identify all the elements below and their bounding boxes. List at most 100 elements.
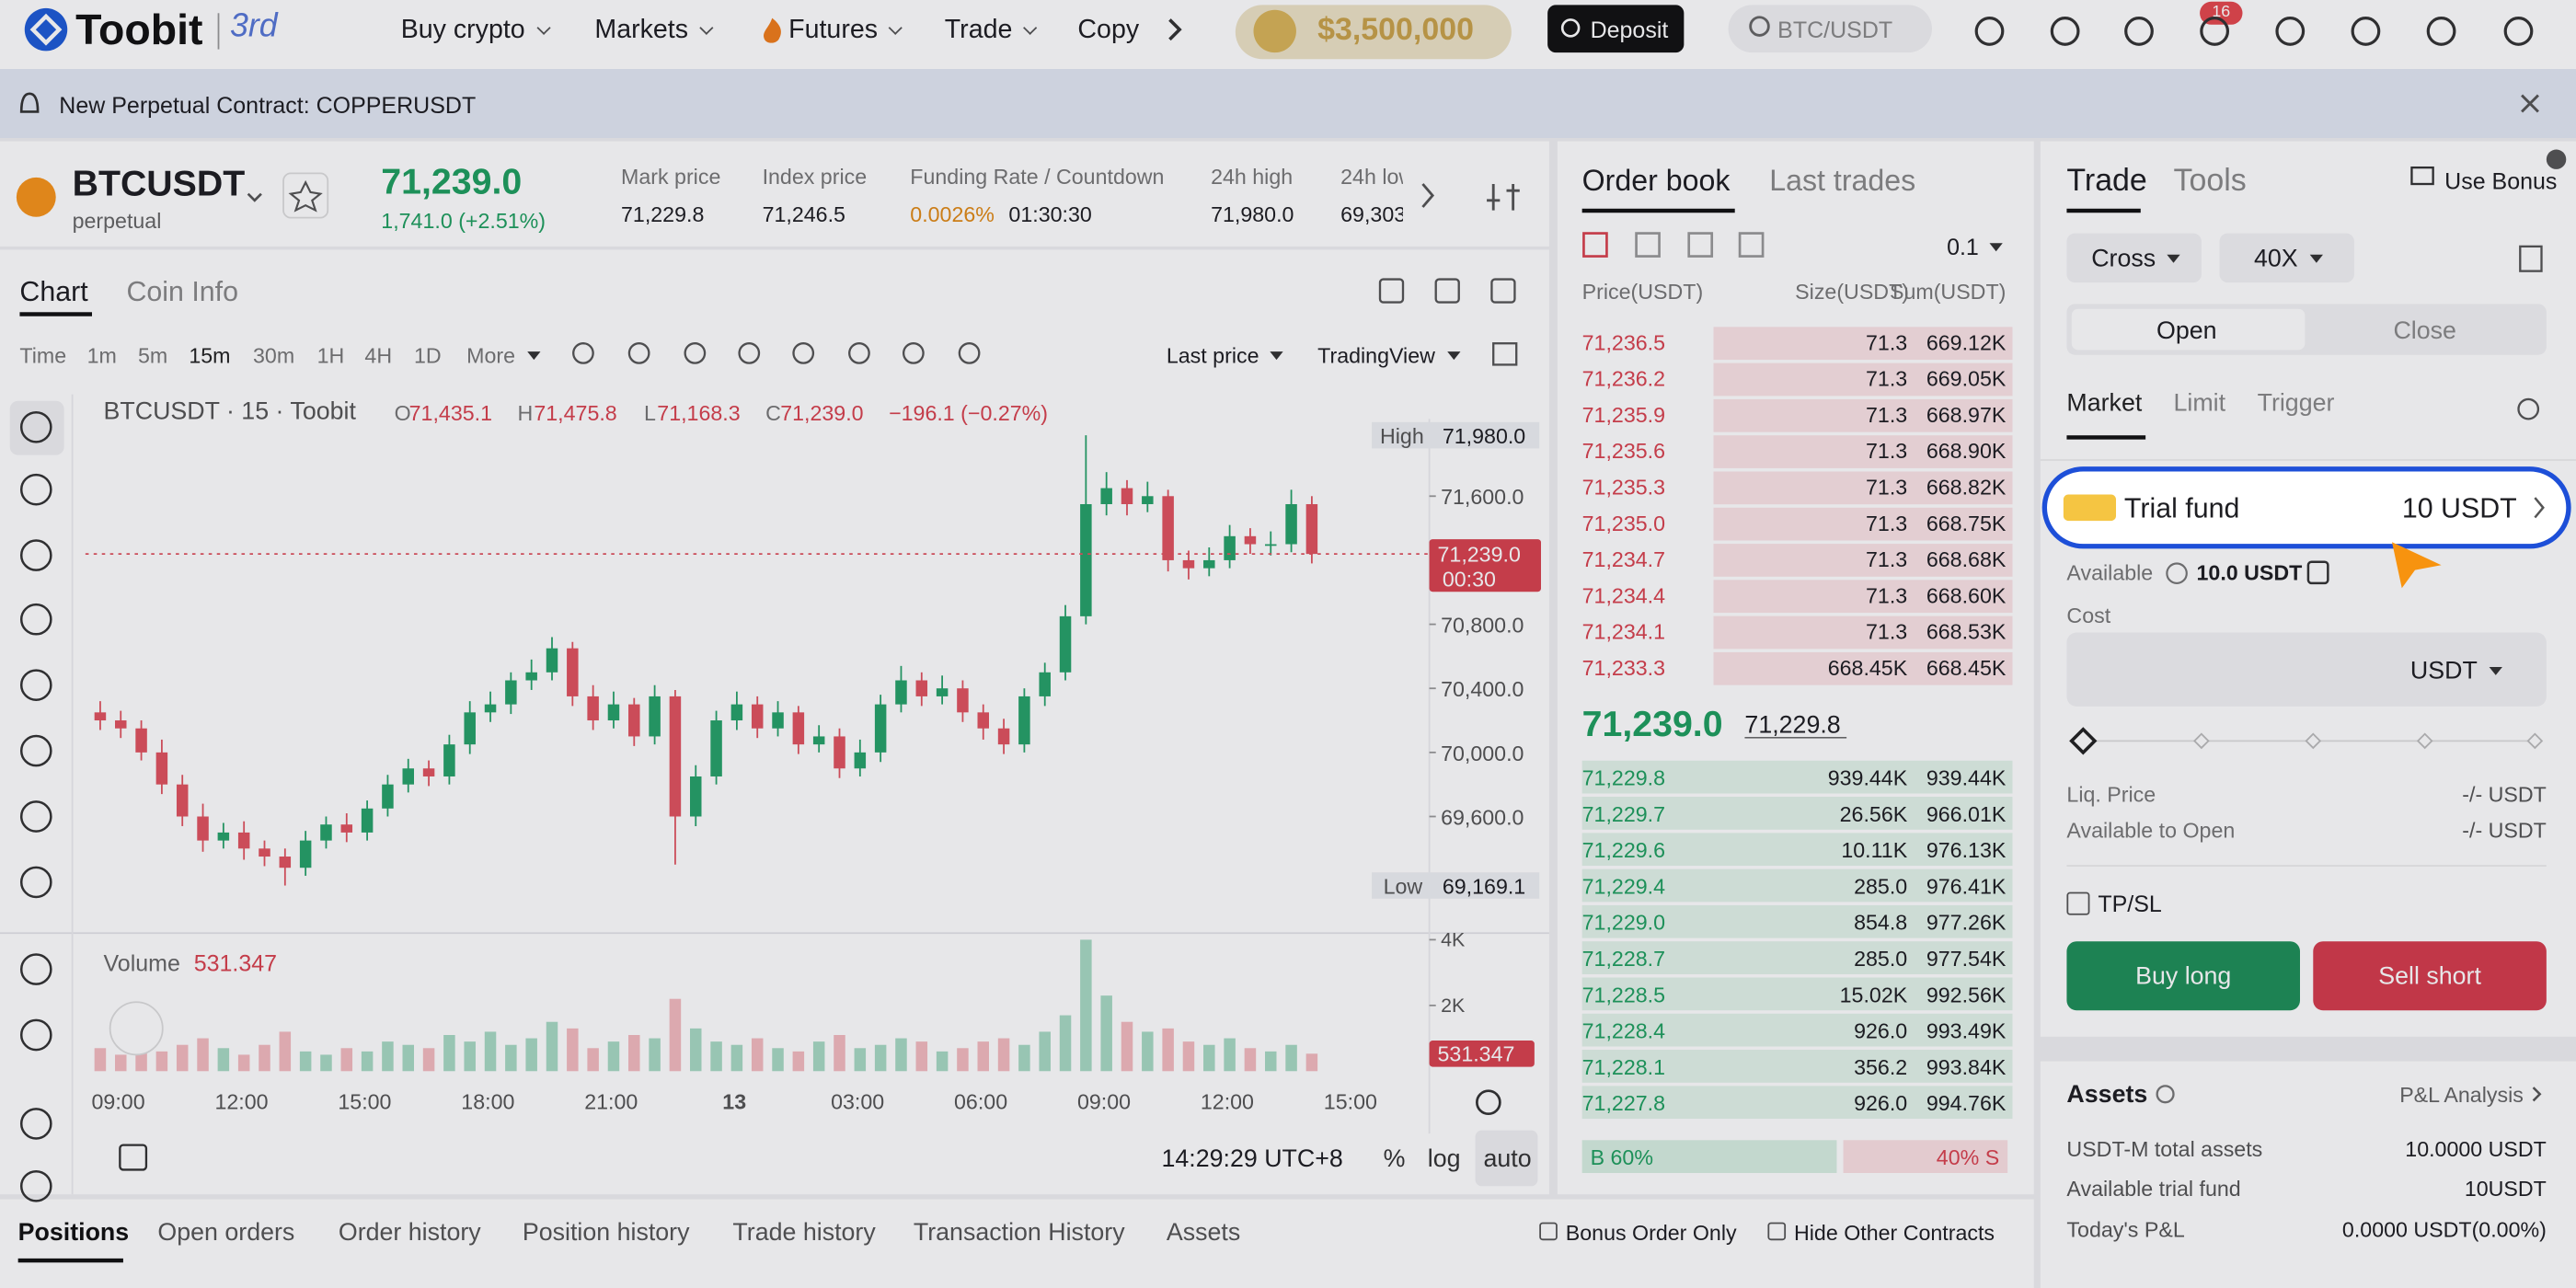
- order-type[interactable]: Trigger: [2257, 389, 2335, 418]
- favorite-button[interactable]: [282, 172, 329, 219]
- order-price[interactable]: 71,236.2: [1581, 366, 1666, 391]
- pnl-analysis[interactable]: P&L Analysis: [2399, 1082, 2524, 1108]
- interval[interactable]: Time: [19, 343, 67, 368]
- positions-tab[interactable]: Open orders: [157, 1219, 295, 1248]
- checkbox[interactable]: [1767, 1222, 1787, 1241]
- symbol[interactable]: BTCUSDT: [72, 162, 246, 204]
- order-price[interactable]: 71,228.5: [1581, 982, 1666, 1007]
- toolbar-icon: [1974, 17, 2005, 46]
- interval[interactable]: 1H: [316, 343, 345, 368]
- order-price[interactable]: 71,229.8: [1581, 765, 1666, 790]
- buy-label[interactable]: Buy long: [2135, 962, 2232, 991]
- deposit-button[interactable]: [1547, 5, 1685, 53]
- checkbox[interactable]: [1539, 1222, 1558, 1241]
- logo-mark: [24, 7, 68, 52]
- interval[interactable]: 1D: [414, 343, 442, 368]
- positions-tab[interactable]: Position history: [522, 1219, 690, 1248]
- positions-tab[interactable]: Transaction History: [913, 1219, 1125, 1248]
- sell-button[interactable]: [2313, 941, 2547, 1011]
- info-icon: [2517, 397, 2540, 420]
- depth-bar: [1713, 615, 2013, 650]
- order-type[interactable]: Market: [2066, 389, 2143, 418]
- interval[interactable]: 15m: [189, 343, 231, 368]
- order-type[interactable]: Limit: [2173, 389, 2226, 418]
- nav-item[interactable]: Copy: [1077, 16, 1140, 45]
- buy-button[interactable]: [2066, 941, 2300, 1011]
- candle-body: [690, 776, 702, 817]
- order-book-tab[interactable]: Order book: [1581, 164, 1731, 198]
- auto-button[interactable]: [1475, 1130, 1538, 1187]
- logo[interactable]: Toobit: [75, 5, 203, 54]
- search-box[interactable]: [1728, 5, 1932, 53]
- side-option[interactable]: Close: [2393, 316, 2456, 345]
- interval[interactable]: 30m: [253, 343, 295, 368]
- order-price[interactable]: 71,229.4: [1581, 874, 1666, 899]
- trial-fund-amount[interactable]: 10 USDT: [2401, 492, 2517, 524]
- order-price[interactable]: 71,235.0: [1581, 511, 1666, 536]
- tpsl-label[interactable]: TP/SL: [2098, 890, 2162, 917]
- chart-tab[interactable]: Coin Info: [126, 276, 239, 307]
- order-price[interactable]: 71,236.5: [1581, 329, 1666, 355]
- panel-tab[interactable]: Trade: [2066, 164, 2147, 200]
- order-price[interactable]: 71,229.0: [1581, 910, 1666, 936]
- promo-amount[interactable]: $3,500,000: [1317, 13, 1474, 48]
- cursor-tool[interactable]: [9, 400, 64, 455]
- order-price[interactable]: 71,228.7: [1581, 946, 1666, 972]
- positions-tab[interactable]: Trade history: [732, 1219, 876, 1248]
- sell-label[interactable]: Sell short: [2378, 962, 2481, 991]
- scale-mode[interactable]: log: [1427, 1144, 1461, 1173]
- deposit-label[interactable]: Deposit: [1590, 16, 1669, 43]
- chart-provider[interactable]: TradingView: [1317, 345, 1460, 366]
- trial-fund-label[interactable]: Trial fund: [2123, 492, 2240, 524]
- order-book-tab[interactable]: Last trades: [1769, 164, 1916, 198]
- interval[interactable]: 4H: [364, 343, 393, 368]
- asset-value: 10USDT: [2464, 1176, 2547, 1202]
- positions-tab[interactable]: Order history: [338, 1219, 481, 1248]
- chart-tab[interactable]: Chart: [19, 276, 88, 307]
- side-option[interactable]: Open: [2156, 316, 2217, 345]
- nav-item[interactable]: Markets: [594, 17, 711, 45]
- candle-body: [1244, 535, 1257, 545]
- announcement[interactable]: New Perpetual Contract: COPPERUSDT: [59, 92, 477, 119]
- positions-tab[interactable]: Positions: [17, 1219, 130, 1248]
- volume-bar: [1182, 1041, 1195, 1072]
- interval[interactable]: 5m: [138, 343, 168, 368]
- trial-fund-row[interactable]: [2041, 466, 2571, 549]
- order-price[interactable]: 71,235.6: [1581, 438, 1666, 464]
- order-price[interactable]: 71,234.1: [1581, 619, 1666, 644]
- order-size: 71.3: [1866, 329, 1908, 355]
- order-price[interactable]: 71,234.4: [1581, 582, 1666, 608]
- tpsl-checkbox[interactable]: [2066, 891, 2090, 915]
- order-price[interactable]: 71,228.1: [1581, 1054, 1666, 1080]
- assets-panel: [2040, 1061, 2576, 1288]
- price-source[interactable]: Last price: [1167, 345, 1283, 366]
- scale-mode[interactable]: auto: [1483, 1144, 1532, 1173]
- nav-item[interactable]: Buy crypto: [401, 17, 548, 45]
- order-price[interactable]: 71,229.6: [1581, 837, 1666, 863]
- order-price[interactable]: 71,235.3: [1581, 475, 1666, 500]
- candle-body: [1142, 496, 1154, 504]
- panel-tab[interactable]: Tools: [2173, 164, 2247, 200]
- interval[interactable]: 1m: [86, 343, 117, 368]
- leverage[interactable]: 40X: [2254, 247, 2322, 271]
- order-price[interactable]: 71,235.9: [1581, 402, 1666, 428]
- filter-label[interactable]: Hide Other Contracts: [1794, 1220, 1995, 1246]
- order-price[interactable]: 71,229.7: [1581, 801, 1666, 827]
- nav-item[interactable]: Futures: [788, 17, 901, 45]
- order-price[interactable]: 71,227.8: [1581, 1090, 1666, 1116]
- open-tab[interactable]: [2071, 308, 2306, 351]
- cost-unit[interactable]: USDT: [2410, 659, 2502, 684]
- order-price[interactable]: 71,233.3: [1581, 655, 1666, 681]
- filter-label[interactable]: Bonus Order Only: [1565, 1220, 1737, 1246]
- nav-item[interactable]: Trade: [945, 17, 1036, 45]
- use-bonus[interactable]: Use Bonus: [2444, 167, 2558, 194]
- precision-select[interactable]: 0.1: [1947, 235, 2004, 258]
- positions-tab[interactable]: Assets: [1166, 1219, 1241, 1248]
- scale-mode[interactable]: %: [1383, 1144, 1406, 1173]
- search-placeholder[interactable]: BTC/USDT: [1777, 16, 1893, 43]
- stat-value: 71,246.5: [762, 201, 845, 227]
- order-price[interactable]: 71,234.7: [1581, 546, 1666, 572]
- margin-mode[interactable]: Cross: [2091, 247, 2180, 271]
- order-price[interactable]: 71,228.4: [1581, 1018, 1666, 1043]
- interval[interactable]: More: [466, 345, 540, 366]
